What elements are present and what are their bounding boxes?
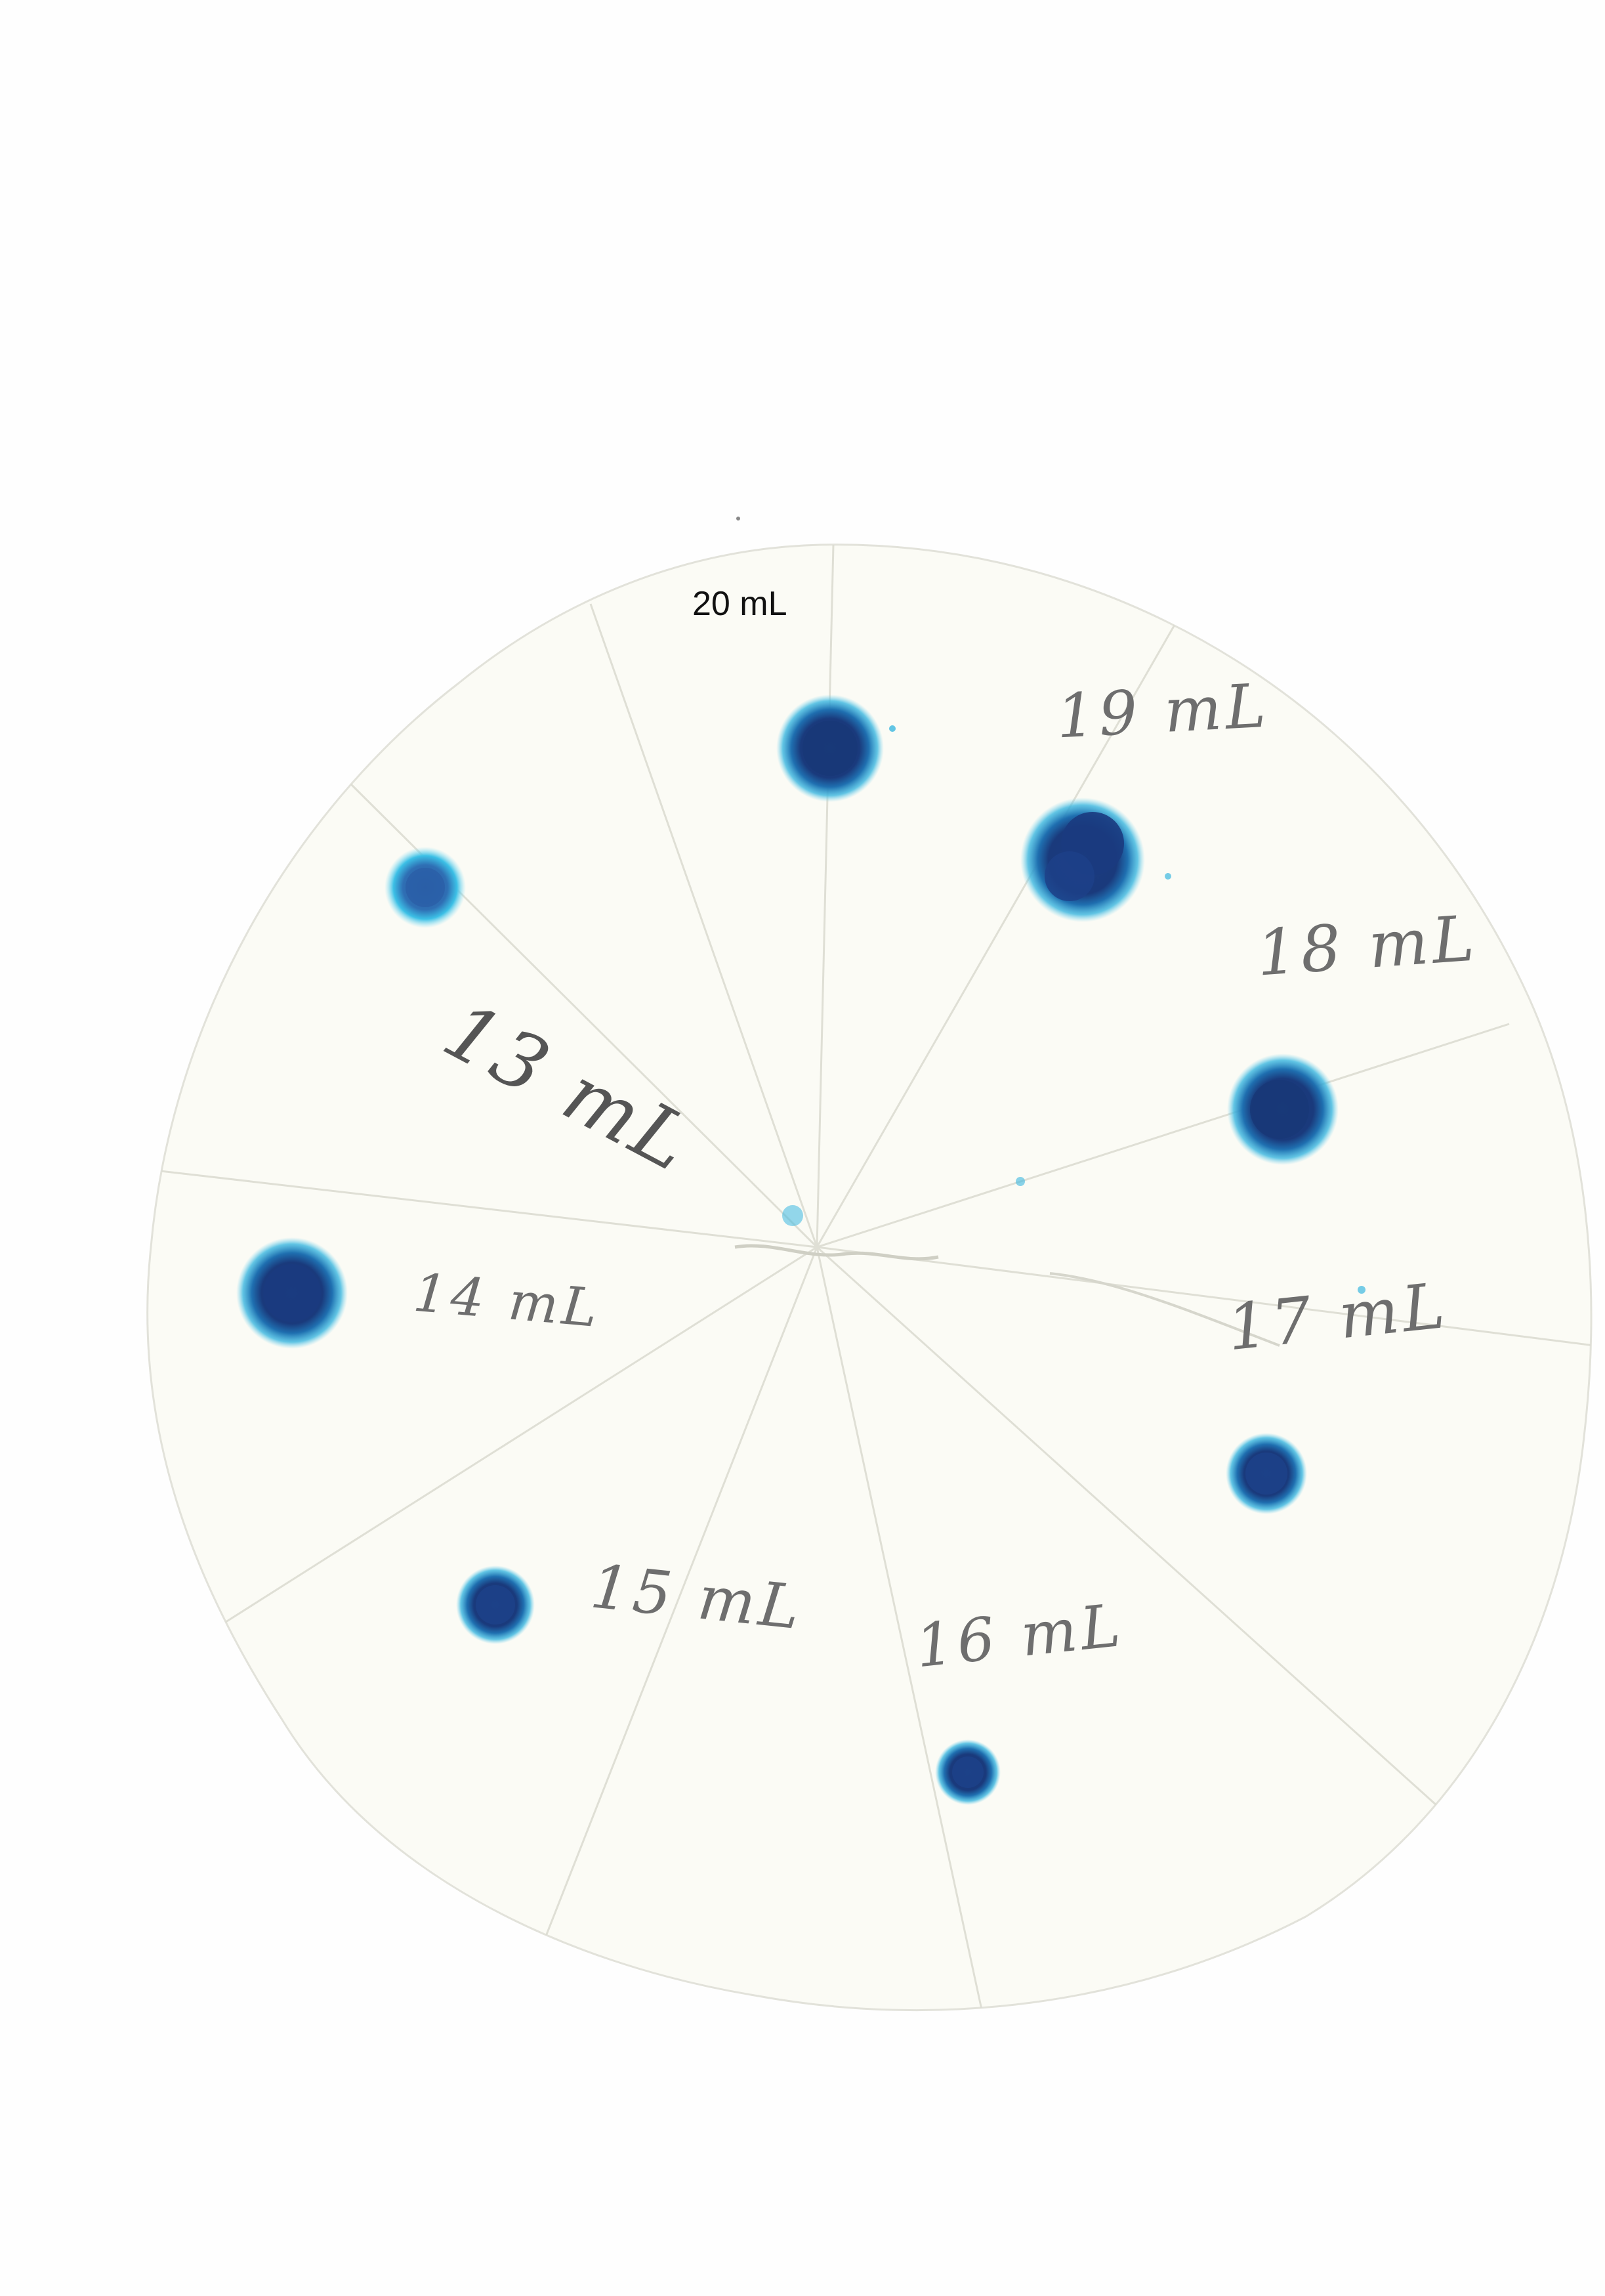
handwritten-label-19ml: 19 mL <box>1054 670 1272 752</box>
spot-20ml <box>776 694 884 802</box>
spot-18ml <box>1227 1053 1339 1165</box>
spot-13ml <box>385 847 466 928</box>
spot-16ml <box>935 1739 1001 1805</box>
spot-14ml <box>236 1237 348 1349</box>
handwritten-label-18ml: 18 mL <box>1254 901 1480 990</box>
filter-paper <box>146 543 1593 2012</box>
spot-15ml <box>456 1565 535 1644</box>
center-crumple <box>734 1244 939 1261</box>
ink-specks <box>736 517 1365 1294</box>
spot-17ml <box>1226 1433 1307 1514</box>
spot-19ml <box>1020 797 1145 922</box>
typed-volume-label: 20 mL <box>692 585 787 623</box>
